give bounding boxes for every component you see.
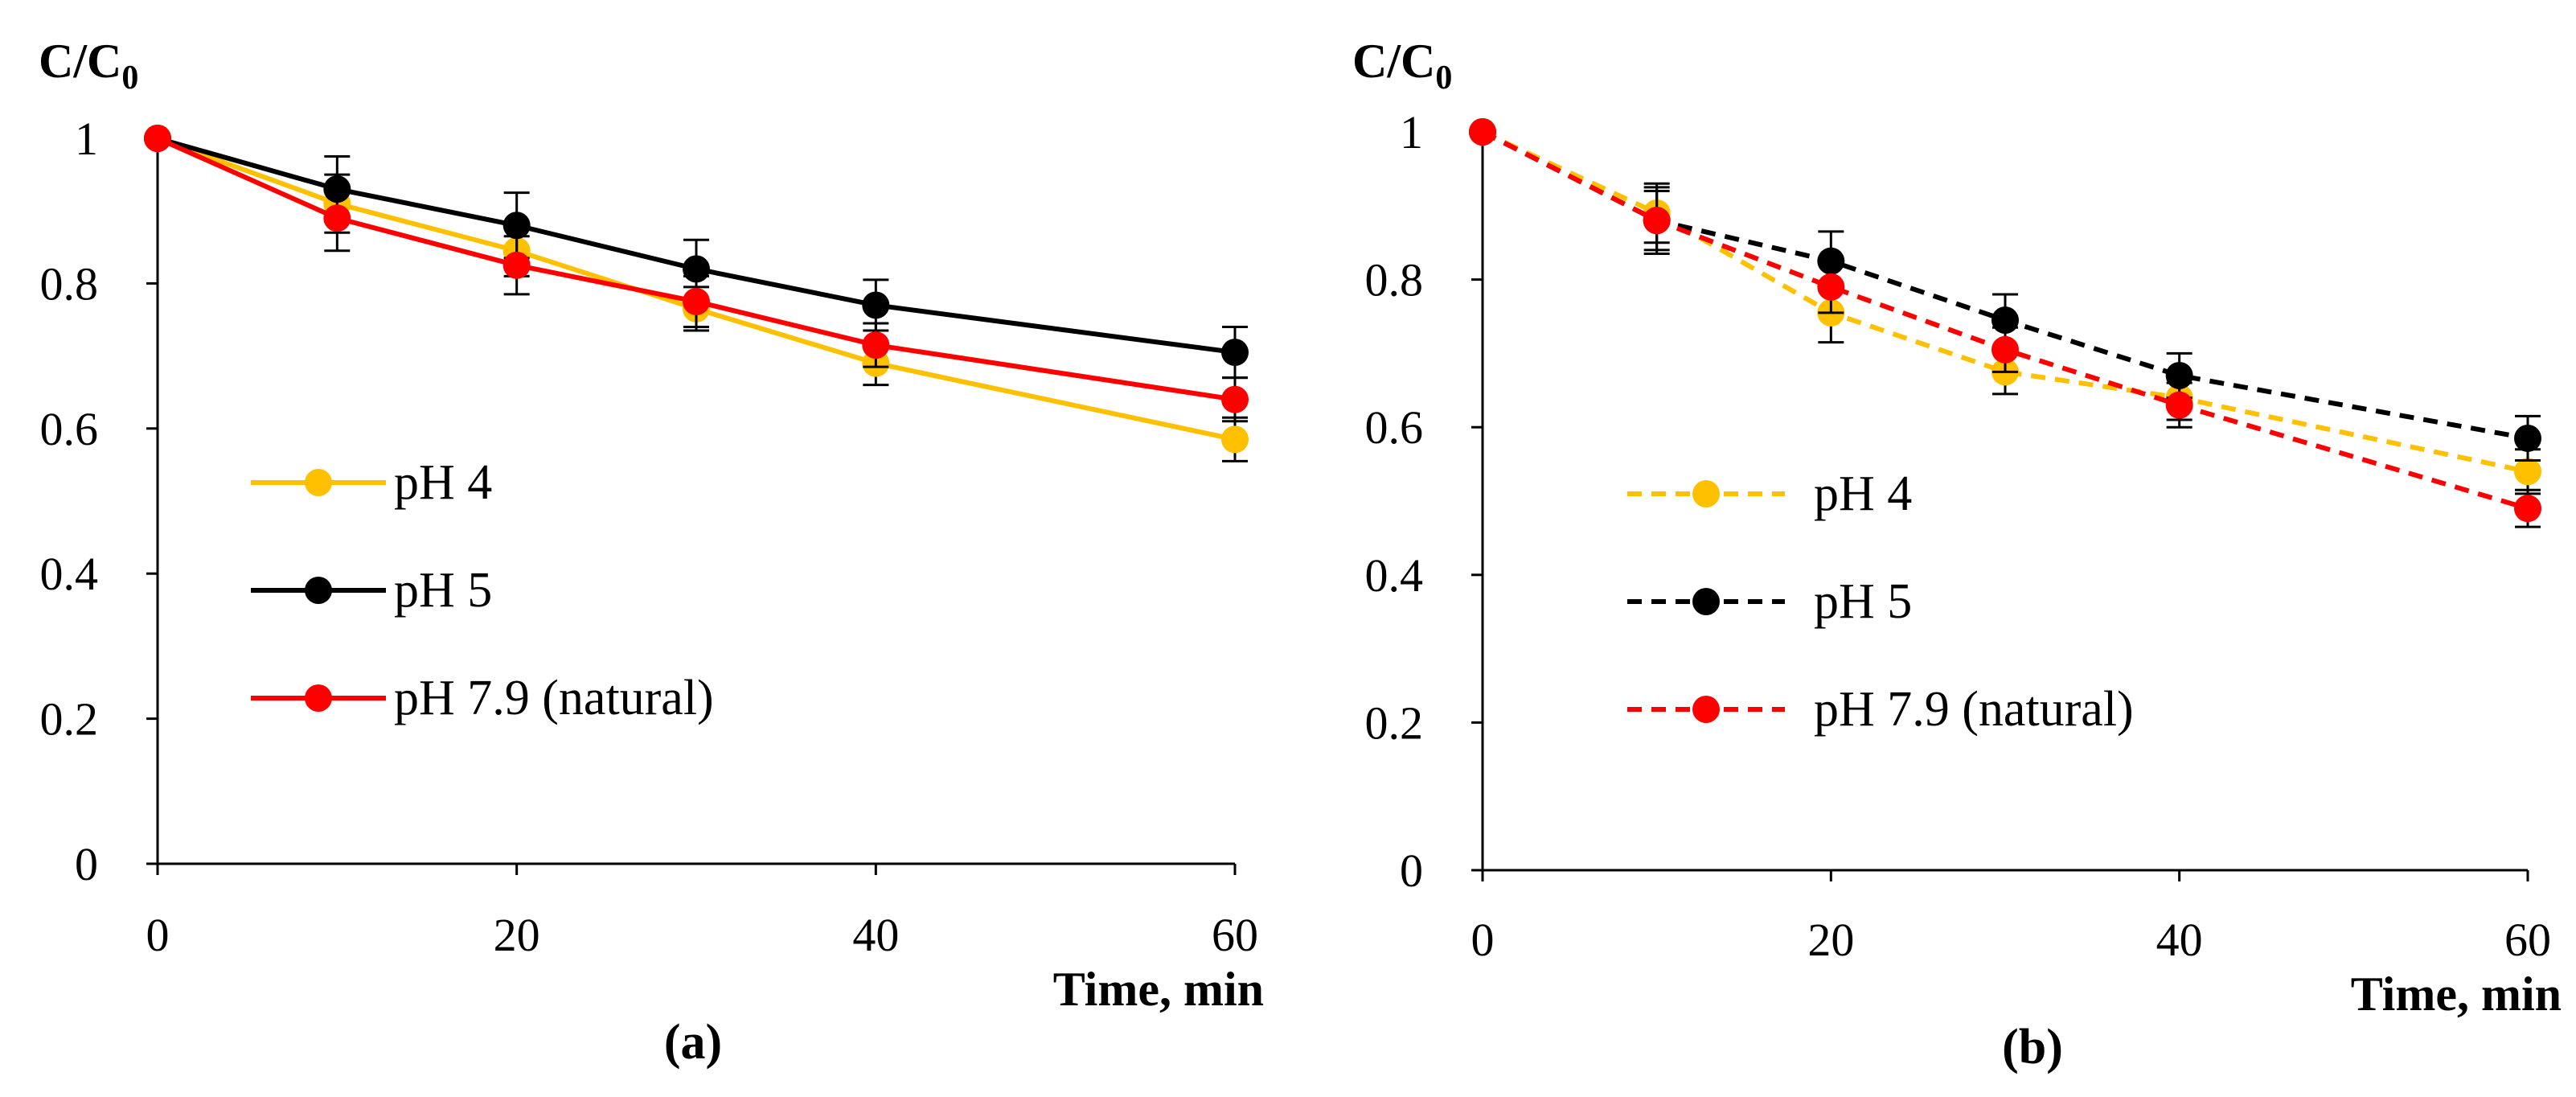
y-tick-label: 0.4 bbox=[1365, 549, 1424, 602]
legend-marker bbox=[1692, 588, 1720, 615]
data-point bbox=[323, 204, 351, 232]
data-point bbox=[1469, 118, 1496, 146]
data-point bbox=[1817, 273, 1845, 301]
x-tick-label: 40 bbox=[852, 909, 899, 961]
data-point bbox=[2514, 495, 2541, 523]
data-point bbox=[502, 212, 531, 240]
y-axis-title-main: C/C bbox=[1352, 35, 1435, 88]
data-point bbox=[1221, 385, 1249, 413]
y-axis-title-subscript: 0 bbox=[121, 60, 138, 97]
legend-marker bbox=[305, 684, 332, 712]
legend: pH 4 pH 5 pH 7.9 (natural) bbox=[1627, 466, 2134, 737]
series-line bbox=[156, 136, 1236, 442]
y-tick-label: 0.8 bbox=[40, 257, 99, 310]
x-axis-title: Time, min bbox=[1053, 963, 1264, 1016]
data-point bbox=[862, 331, 890, 360]
x-tick-label: 20 bbox=[1807, 914, 1854, 966]
y-tick-label: 1 bbox=[1400, 106, 1423, 158]
y-axis-title-main: C/C bbox=[39, 35, 121, 88]
legend-label: pH 7.9 (natural) bbox=[394, 671, 714, 725]
legend-marker bbox=[305, 577, 332, 604]
legend-label: pH 4 bbox=[394, 455, 492, 510]
x-axis-title: Time, min bbox=[2351, 968, 2562, 1021]
y-tick-label: 0.4 bbox=[40, 548, 99, 600]
y-tick-label: 0.2 bbox=[1365, 696, 1424, 749]
series-line bbox=[1481, 129, 2529, 475]
x-tick-label: 60 bbox=[2504, 914, 2551, 966]
series-line bbox=[1481, 129, 2529, 512]
series-line bbox=[1481, 129, 2529, 441]
x-tick-label: 0 bbox=[146, 909, 170, 961]
panel-label: (a) bbox=[664, 1015, 722, 1070]
y-axis-title: C/C0 bbox=[39, 35, 138, 97]
data-point bbox=[1991, 335, 2019, 364]
y-axis-title-subscript: 0 bbox=[1435, 60, 1452, 97]
legend-label: pH 4 bbox=[1814, 466, 1912, 521]
x-tick-label: 60 bbox=[1212, 909, 1258, 961]
legend-marker bbox=[305, 469, 332, 496]
series-1 bbox=[144, 125, 1249, 380]
y-tick-label: 0.8 bbox=[1365, 254, 1424, 306]
series-line bbox=[157, 136, 1236, 355]
series-1 bbox=[1469, 118, 2541, 462]
data-point bbox=[1221, 425, 1249, 454]
x-tick-label: 20 bbox=[494, 909, 540, 961]
legend-marker bbox=[1692, 696, 1720, 723]
series-2 bbox=[1469, 118, 2541, 528]
data-point bbox=[1643, 207, 1671, 235]
y-tick-label: 0.6 bbox=[1365, 401, 1424, 454]
data-point bbox=[862, 291, 890, 319]
legend-label: pH 7.9 (natural) bbox=[1814, 682, 2134, 737]
legend: pH 4 pH 5 pH 7.9 (natural) bbox=[251, 455, 714, 725]
data-point bbox=[502, 251, 531, 279]
y-tick-label: 0 bbox=[75, 838, 98, 890]
data-point bbox=[2165, 391, 2193, 419]
data-point bbox=[2514, 458, 2541, 486]
data-point bbox=[1221, 339, 1249, 367]
y-tick-label: 1 bbox=[75, 113, 98, 165]
series-2 bbox=[144, 125, 1249, 423]
data-point bbox=[2514, 424, 2541, 452]
legend-label: pH 5 bbox=[1814, 574, 1912, 629]
y-tick-label: 0 bbox=[1400, 844, 1423, 897]
y-tick-label: 0.2 bbox=[40, 693, 99, 746]
legend-label: pH 5 bbox=[394, 563, 492, 618]
data-point bbox=[144, 125, 171, 152]
y-tick-label: 0.6 bbox=[40, 403, 99, 455]
data-point bbox=[683, 287, 710, 315]
x-tick-label: 0 bbox=[1471, 914, 1495, 966]
legend-marker bbox=[1692, 480, 1720, 507]
x-tick-label: 40 bbox=[2156, 914, 2203, 966]
series-line bbox=[156, 136, 1236, 402]
panel-label: (b) bbox=[2002, 1020, 2063, 1074]
y-axis-title: C/C0 bbox=[1352, 35, 1452, 97]
